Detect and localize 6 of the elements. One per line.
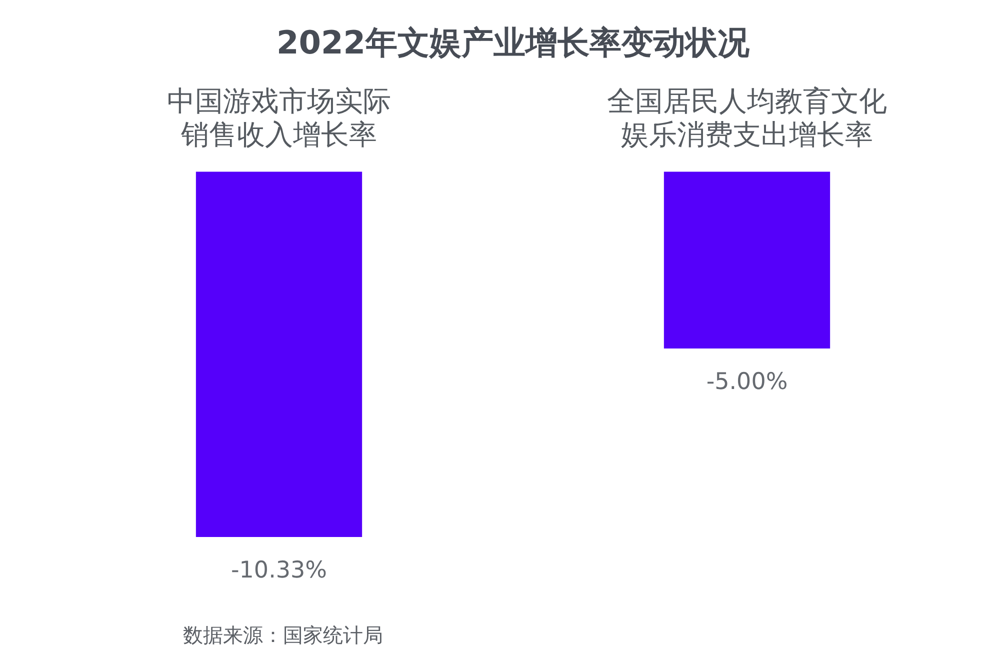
- x-tick-label: 中国游戏市场实际销售收入增长率: [167, 84, 391, 152]
- x-tick-label: 全国居民人均教育文化娱乐消费支出增长率: [607, 84, 887, 152]
- data-label: -10.33%: [231, 557, 327, 584]
- source-note: 数据来源：国家统计局: [183, 623, 383, 647]
- data-label: -5.00%: [706, 368, 788, 395]
- chart-title: 2022年文娱产业增长率变动状况: [276, 24, 751, 62]
